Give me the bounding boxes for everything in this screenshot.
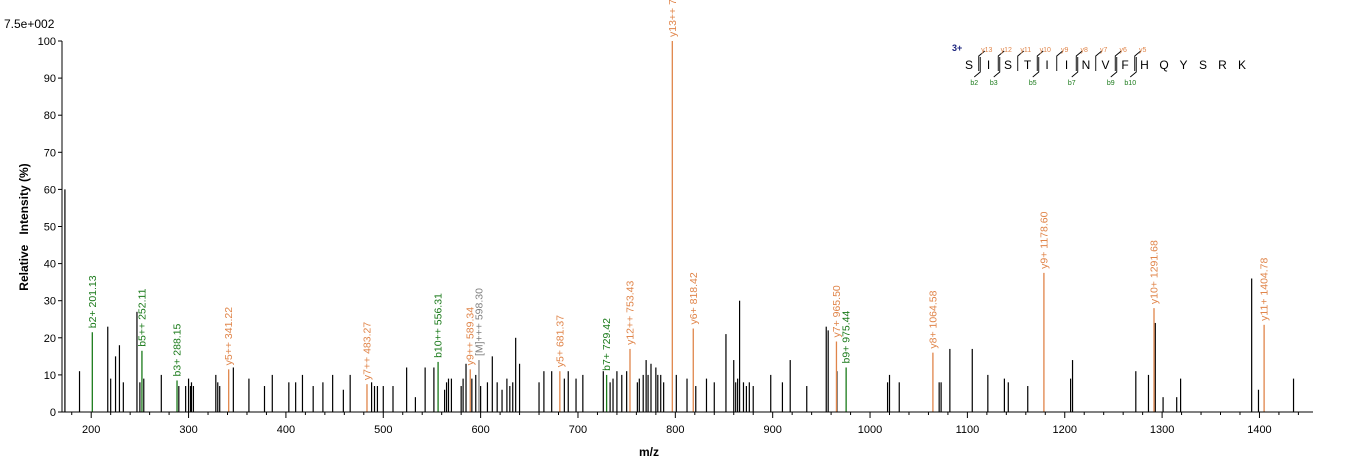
x-tick-label: 1200 [1053, 424, 1077, 436]
y-tick-label: 30 [44, 296, 56, 308]
x-tick-label: 1000 [858, 424, 882, 436]
b-ion-bracket [1129, 57, 1137, 78]
b-ion-label: b10 [1124, 80, 1136, 87]
y-tick-label: 90 [44, 73, 56, 85]
sequence-residue: N [1082, 58, 1091, 72]
y-tick-label: 10 [44, 370, 56, 382]
y-ion-label: y12 [1001, 47, 1012, 54]
b-ion-bracket [1110, 57, 1118, 78]
y-ion-bracket [1056, 50, 1064, 71]
peak-label: y7++ 483.27 [361, 322, 373, 381]
x-tick-label: 1100 [956, 424, 980, 436]
sequence-residue: R [1218, 58, 1227, 72]
y-tick-label: 20 [44, 333, 56, 345]
charge-state: 3+ [952, 43, 962, 53]
b-ion-bracket [1032, 57, 1040, 78]
y-ion-label: y10 [1040, 47, 1051, 54]
peak-label: y8+ 1064.58 [927, 290, 939, 348]
y-ion-label: y8 [1081, 47, 1089, 54]
sequence-residue: V [1101, 58, 1109, 72]
y-axis-ticks: 0 10 20 30 40 50 60 70 80 90 100 [38, 36, 62, 419]
b-ion-label: b3 [990, 80, 998, 87]
b-ion-label: b7 [1068, 80, 1076, 87]
sequence-residue: I [987, 58, 990, 72]
x-axis-ticks: 200 300 400 500 600 700 800 900 1000 1100 1200 1300… [71, 412, 1299, 436]
b-ion-bracket [973, 57, 981, 78]
peak-annotations: b2+ 201.13 b5++ 252.11 b3+ 288.15 y5++ 341.… [87, 0, 1271, 380]
peak-label: y13++ 796.9 [667, 0, 679, 37]
y-ion-bracket [1095, 50, 1103, 71]
y-tick-label: 70 [44, 147, 56, 159]
sequence-residue: S [1004, 58, 1012, 72]
y-ion-bracket [1036, 50, 1044, 71]
y-ion-label: y7 [1100, 47, 1108, 54]
sequence-residue: Q [1159, 58, 1168, 72]
y-ion-bracket [1114, 50, 1122, 71]
intensity-scale-label: 7.5e+002 [4, 17, 55, 31]
b-ion-bracket [1071, 57, 1079, 78]
y-tick-label: 100 [38, 36, 56, 48]
spectrum-peaks [64, 41, 1295, 412]
sequence-residue: I [1045, 58, 1048, 72]
peak-label: b2+ 201.13 [87, 275, 99, 328]
x-tick-label: 300 [179, 424, 197, 436]
peak-label: y6+ 818.42 [688, 272, 700, 324]
y-ion-bracket [1134, 50, 1142, 71]
y-ion-label: y11 [1020, 47, 1031, 54]
peak-label: y7+ 965.50 [831, 285, 843, 337]
peak-label: y9+ 1178.60 [1038, 211, 1050, 268]
x-tick-label: 500 [374, 424, 392, 436]
y-tick-label: 40 [44, 259, 56, 271]
sequence-residue: K [1238, 58, 1246, 72]
y-ion-label: y13 [981, 47, 992, 54]
peak-label: b9+ 975.44 [841, 310, 853, 363]
y-ion-label: y5 [1139, 47, 1147, 54]
sequence-residue: T [1024, 58, 1032, 72]
sequence-residue: I [1065, 58, 1068, 72]
peak-label: y5++ 341.22 [223, 307, 235, 366]
y-tick-label: 80 [44, 110, 56, 122]
peak-label: y11+ 1404.78 [1259, 258, 1271, 321]
peak-label: y9++ 589.34 [465, 307, 477, 366]
x-tick-label: 600 [471, 424, 489, 436]
peak-label: y10+ 1291.68 [1149, 240, 1161, 304]
y-ion-bracket [1075, 50, 1083, 71]
y-tick-label: 0 [50, 407, 56, 419]
x-tick-label: 1400 [1247, 424, 1271, 436]
y-tick-label: 50 [44, 222, 56, 234]
peak-label: y12++ 753.43 [624, 281, 636, 345]
y-ion-label: y6 [1120, 47, 1128, 54]
peak-label: b7+ 729.42 [601, 318, 613, 371]
sequence-residue: S [965, 58, 973, 72]
x-tick-label: 1300 [1150, 424, 1174, 436]
peak-label: b3+ 288.15 [172, 323, 184, 376]
y-ion-bracket [978, 50, 986, 71]
b-ion-label: b9 [1107, 80, 1115, 87]
peak-label: b10++ 556.31 [433, 293, 445, 358]
sequence-residue: Y [1179, 58, 1187, 72]
y-ion-label: y9 [1061, 47, 1069, 54]
x-tick-label: 400 [277, 424, 295, 436]
sequence-residue: S [1199, 58, 1207, 72]
peak-label: [M]+++ 598.30 [473, 288, 485, 356]
x-tick-label: 700 [569, 424, 587, 436]
peak-label: y5+ 681.37 [554, 315, 566, 367]
sequence-residue: F [1121, 58, 1128, 72]
b-ion-label: b5 [1029, 80, 1037, 87]
x-tick-label: 200 [82, 424, 100, 436]
sequence-residue: H [1140, 58, 1149, 72]
x-tick-label: 900 [764, 424, 782, 436]
b-ion-label: b2 [970, 80, 978, 87]
x-tick-label: 800 [666, 424, 684, 436]
b-ion-bracket [993, 57, 1001, 78]
y-axis-title: Relative Intensity (%) [17, 163, 31, 290]
y-tick-label: 60 [44, 184, 56, 196]
x-axis-title: m/z [639, 445, 659, 459]
peak-label: b5++ 252.11 [136, 288, 148, 346]
y-ion-bracket [1017, 50, 1025, 71]
y-ion-bracket [997, 50, 1005, 71]
